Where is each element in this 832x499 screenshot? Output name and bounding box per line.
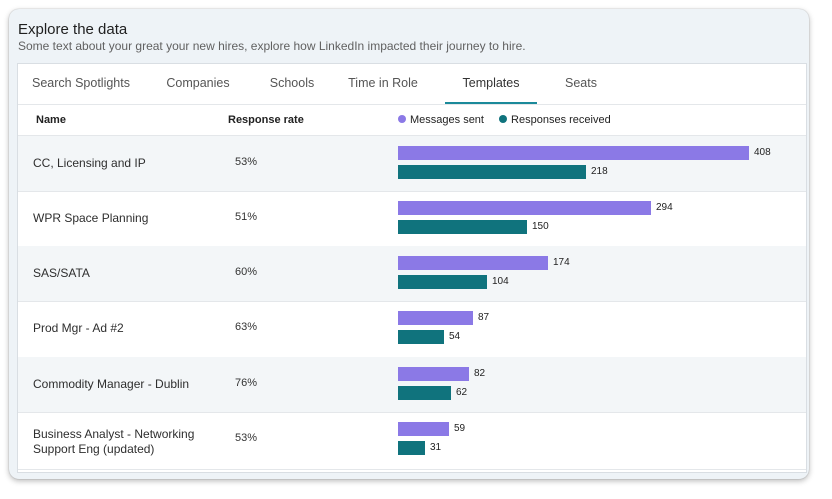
tab-bar: Search Spotlights Companies Schools Time…	[18, 64, 806, 105]
row-name: WPR Space Planning	[33, 211, 149, 225]
table-row[interactable]: CC, Licensing and IP 53% 408 218	[18, 136, 806, 192]
bar-responses-received[interactable]	[398, 165, 586, 179]
table-row[interactable]: WPR Space Planning 51% 294 150	[18, 191, 806, 247]
value-label-received: 104	[492, 276, 509, 287]
legend-label-received: Responses received	[511, 114, 611, 126]
tab-search-spotlights[interactable]: Search Spotlights	[32, 76, 130, 90]
tab-time-in-role[interactable]: Time in Role	[348, 76, 418, 90]
table-header: Name Response rate Messages sent Respons…	[18, 104, 806, 136]
tab-schools[interactable]: Schools	[269, 76, 315, 90]
table-row[interactable]: Prod Mgr - Ad #2 63% 87 54	[18, 301, 806, 358]
row-response-rate: 76%	[235, 377, 258, 389]
table-row[interactable]: Business Analyst - Networking Support En…	[18, 412, 806, 470]
value-label-sent: 174	[553, 257, 570, 268]
value-label-sent: 294	[656, 202, 673, 213]
column-header-name: Name	[36, 114, 66, 126]
row-response-rate: 60%	[235, 266, 258, 278]
tab-seats[interactable]: Seats	[565, 76, 597, 90]
legend-item-received: Responses received	[499, 114, 611, 126]
page-subtitle: Some text about your great your new hire…	[18, 39, 526, 53]
bar-messages-sent[interactable]	[398, 367, 469, 381]
value-label-received: 150	[532, 221, 549, 232]
legend-dot-received	[499, 115, 508, 123]
bar-responses-received[interactable]	[398, 330, 444, 344]
bar-responses-received[interactable]	[398, 441, 425, 455]
bar-responses-received[interactable]	[398, 386, 451, 400]
row-response-rate: 53%	[235, 432, 258, 444]
value-label-sent: 87	[478, 312, 490, 323]
bar-messages-sent[interactable]	[398, 311, 473, 325]
legend-label-sent: Messages sent	[410, 114, 484, 126]
row-name: Business Analyst - Networking Support En…	[33, 427, 195, 456]
bar-messages-sent[interactable]	[398, 256, 548, 270]
tab-templates[interactable]: Templates	[445, 64, 537, 104]
value-label-received: 54	[449, 331, 461, 342]
value-label-received: 62	[456, 387, 468, 398]
bar-messages-sent[interactable]	[398, 201, 651, 215]
table-row[interactable]: Commodity Manager - Dublin 76% 82 62	[18, 357, 806, 413]
row-name: CC, Licensing and IP	[33, 156, 146, 170]
value-label-received: 218	[591, 166, 608, 177]
row-response-rate: 63%	[235, 321, 258, 333]
row-response-rate: 53%	[235, 156, 258, 168]
data-panel: Search Spotlights Companies Schools Time…	[17, 63, 807, 473]
legend-dot-sent	[398, 115, 406, 123]
column-header-response-rate: Response rate	[228, 114, 304, 126]
row-name: Prod Mgr - Ad #2	[33, 321, 124, 335]
value-label-sent: 408	[754, 147, 771, 158]
table-row[interactable]: SAS/SATA 60% 174 104	[18, 246, 806, 302]
row-name: Commodity Manager - Dublin	[33, 377, 190, 391]
value-label-sent: 82	[474, 368, 486, 379]
bar-responses-received[interactable]	[398, 275, 487, 289]
explore-card: Explore the data Some text about your gr…	[9, 9, 809, 479]
legend-item-sent: Messages sent	[398, 114, 484, 126]
row-name: SAS/SATA	[33, 266, 90, 280]
bar-messages-sent[interactable]	[398, 422, 449, 436]
value-label-sent: 59	[454, 423, 466, 434]
value-label-received: 31	[430, 442, 442, 453]
chart-legend: Messages sent Responses received	[398, 114, 623, 126]
tab-companies[interactable]: Companies	[166, 76, 230, 90]
page-title: Explore the data	[18, 21, 128, 38]
bar-messages-sent[interactable]	[398, 146, 749, 160]
bar-responses-received[interactable]	[398, 220, 527, 234]
row-response-rate: 51%	[235, 211, 258, 223]
